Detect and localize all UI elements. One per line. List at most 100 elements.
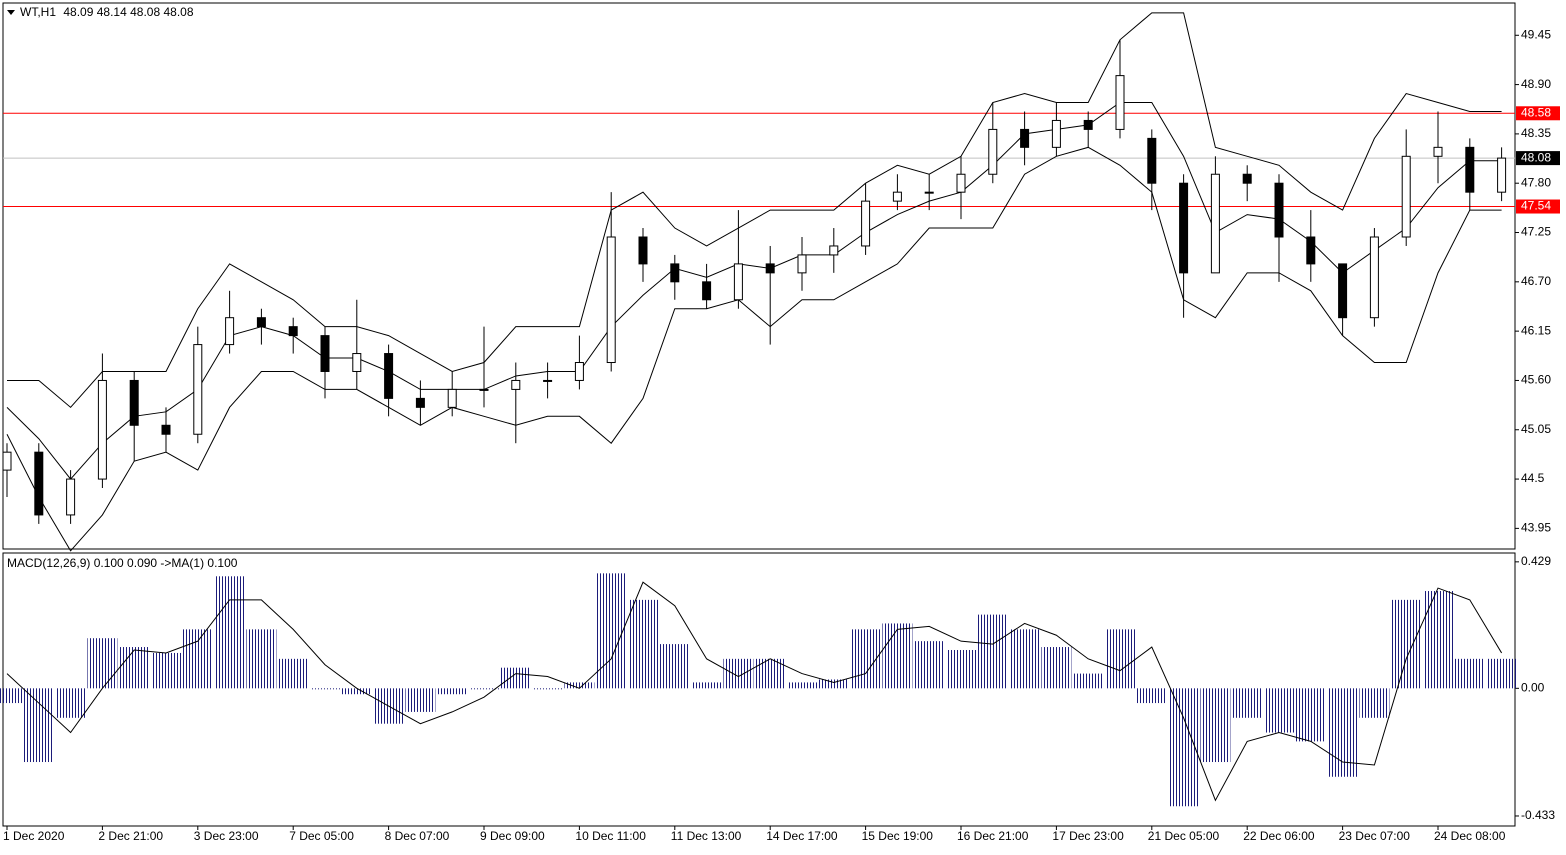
macd-bar (1486, 658, 1517, 689)
macd-bar (310, 688, 340, 690)
x-tick-label: 21 Dec 05:00 (1148, 829, 1220, 843)
y-tick-label: 49.45 (1521, 27, 1551, 41)
candle-body (1274, 182, 1284, 238)
candle-body (1115, 75, 1125, 130)
candle-body (1465, 146, 1475, 193)
y-tick-label: 43.95 (1521, 521, 1551, 535)
candle-body (1433, 146, 1443, 157)
quote-low: 48.08 (130, 5, 160, 19)
candle-body (638, 236, 648, 265)
x-tick-label: 9 Dec 09:00 (480, 829, 545, 843)
symbol: WT,H1 (20, 5, 56, 19)
candle-body (1179, 182, 1189, 274)
candle-body (161, 424, 171, 435)
candle-body (733, 263, 743, 301)
y-tick-label: 45.05 (1521, 422, 1551, 436)
macd-bar (659, 644, 690, 689)
macd-bar (818, 679, 849, 689)
x-tick-label: 14 Dec 17:00 (766, 829, 838, 843)
x-tick-label: 17 Dec 23:00 (1052, 829, 1124, 843)
macd-bar (119, 647, 150, 689)
macd-bar (977, 614, 1008, 689)
candle-body (1401, 155, 1411, 238)
candle-body (2, 451, 12, 471)
macd-bar (1073, 673, 1104, 689)
candle-body (1147, 137, 1157, 184)
candle-body (1306, 236, 1316, 265)
macd-bar (596, 573, 627, 689)
level-label: 48.58 (1521, 105, 1551, 119)
x-tick-label: 22 Dec 06:00 (1243, 829, 1315, 843)
macd-bar (182, 629, 213, 689)
candle-body (1369, 236, 1379, 319)
y-tick-label: 47.80 (1521, 175, 1551, 189)
y-tick-label: 46.15 (1521, 323, 1551, 337)
macd-bar (405, 688, 436, 712)
x-tick-label: 7 Dec 05:00 (289, 829, 354, 843)
candle-body (129, 379, 139, 426)
macd-bar (214, 576, 245, 689)
macd-bar (500, 667, 531, 689)
candle-body (320, 335, 330, 372)
candle-body (193, 344, 203, 435)
candle-body (702, 281, 712, 301)
macd-bar (87, 638, 118, 689)
macd-bar (0, 688, 22, 704)
candle-body (415, 397, 425, 408)
macd-bar (882, 623, 913, 689)
candle-body (447, 388, 457, 408)
band-upper (7, 12, 1502, 409)
macd-bar (437, 688, 468, 695)
candle-body (352, 353, 362, 372)
level-tag (1516, 106, 1560, 121)
macd-bar (914, 641, 945, 689)
macd-bar (469, 688, 499, 690)
macd-bar (723, 658, 754, 689)
menu-triangle[interactable] (7, 10, 15, 15)
candle-body (924, 191, 934, 194)
macd-bar (278, 658, 309, 689)
last-price-tag (1516, 151, 1560, 166)
macd-bar (532, 688, 563, 690)
candle-body (479, 388, 489, 391)
quote-close: 48.08 (163, 5, 193, 19)
macd-bar (55, 688, 86, 718)
macd-bar (1359, 688, 1390, 718)
x-tick-label: 8 Dec 07:00 (385, 829, 450, 843)
candle-body (1051, 119, 1061, 148)
candle-body (670, 263, 680, 283)
macd-bar (564, 682, 595, 689)
y-tick-label: 48.90 (1521, 77, 1551, 91)
macd-bar (246, 629, 277, 689)
candle-body (543, 379, 553, 382)
macd-bar (1136, 688, 1167, 704)
quote-open: 48.09 (63, 5, 93, 19)
band-lower (6, 146, 1502, 552)
candle-body (1497, 157, 1507, 193)
y-tick-label: -0.433 (1521, 808, 1555, 822)
y-tick-label: 44.5 (1521, 471, 1545, 485)
macd-bar (1041, 647, 1072, 689)
candle-body (1083, 119, 1093, 130)
quote-high: 48.14 (97, 5, 127, 19)
macd-bar (1391, 599, 1422, 689)
macd-bar (1232, 688, 1263, 718)
level-label: 47.54 (1521, 199, 1551, 213)
macd-bar (1009, 629, 1040, 689)
candle-body (1020, 128, 1030, 148)
candle-body (797, 254, 807, 274)
candle-body (861, 200, 871, 247)
candle-body (66, 478, 76, 516)
y-tick-label: 0.00 (1521, 680, 1545, 694)
y-tick-label: 46.70 (1521, 274, 1551, 288)
band-middle (6, 102, 1502, 480)
y-tick-label: 47.25 (1521, 225, 1551, 239)
candle-body (574, 362, 584, 381)
x-tick-label: 15 Dec 19:00 (862, 829, 934, 843)
macd-bar (1105, 629, 1135, 689)
y-tick-label: 0.429 (1521, 554, 1551, 568)
x-tick-label: 10 Dec 11:00 (575, 829, 646, 843)
macd-bar (1454, 658, 1485, 689)
x-tick-label: 11 Dec 13:00 (671, 829, 742, 843)
